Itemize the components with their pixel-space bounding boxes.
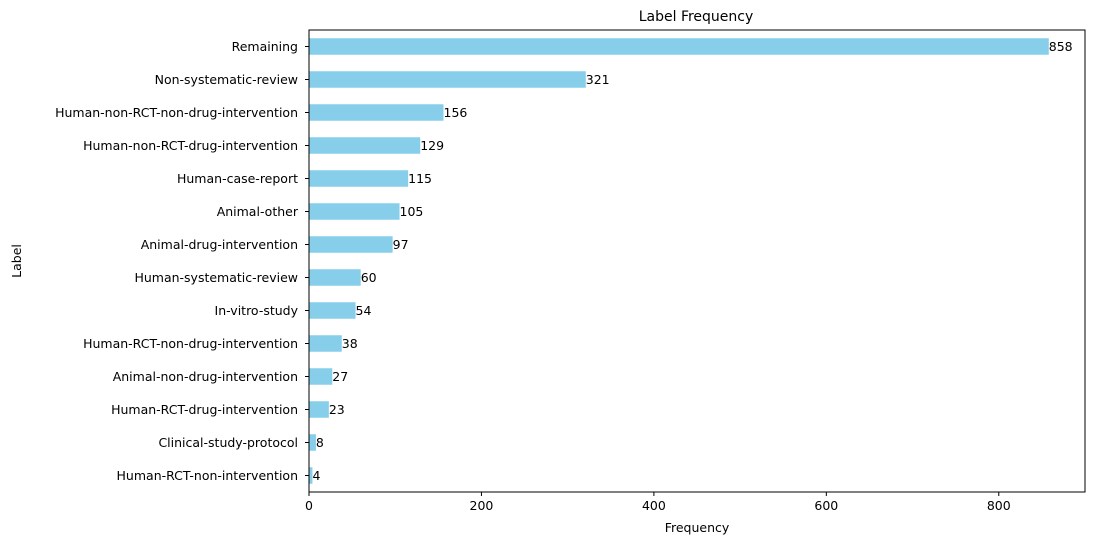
- x-axis-label: Frequency: [665, 520, 730, 535]
- y-tick-label-animal-other: Animal-other: [217, 204, 299, 219]
- data-label-remaining: 858: [1049, 39, 1073, 54]
- y-tick-label-in-vitro-study: In-vitro-study: [215, 303, 299, 318]
- bar-human-rct-non-drug-intervention: [309, 335, 342, 352]
- x-tick-label-200: 200: [470, 498, 494, 513]
- data-label-human-rct-non-drug-intervention: 38: [342, 336, 358, 351]
- bar-human-non-rct-non-drug-intervention: [309, 104, 444, 121]
- y-tick-label-human-systematic-review: Human-systematic-review: [134, 270, 298, 285]
- bar-non-systematic-review: [309, 71, 586, 88]
- x-tick-label-400: 400: [642, 498, 666, 513]
- data-label-clinical-study-protocol: 8: [316, 435, 324, 450]
- x-tick-label-600: 600: [814, 498, 838, 513]
- y-tick-label-remaining: Remaining: [232, 39, 298, 54]
- data-label-human-rct-drug-intervention: 23: [329, 402, 345, 417]
- y-tick-label-non-systematic-review: Non-systematic-review: [155, 72, 298, 87]
- y-tick-label-human-rct-drug-intervention: Human-RCT-drug-intervention: [111, 402, 298, 417]
- bar-human-case-report: [309, 170, 409, 187]
- bar-human-non-rct-drug-intervention: [309, 137, 421, 154]
- bar-in-vitro-study: [309, 302, 356, 319]
- data-label-human-non-rct-drug-intervention: 129: [420, 138, 444, 153]
- data-label-human-case-report: 115: [408, 171, 432, 186]
- data-label-animal-non-drug-intervention: 27: [332, 369, 348, 384]
- x-axis: 0 200 400 600 800: [305, 492, 1011, 513]
- data-label-human-rct-non-intervention: 4: [312, 468, 320, 483]
- bar-human-systematic-review: [309, 269, 361, 286]
- bar-animal-other: [309, 203, 400, 220]
- plot-frame: [308, 29, 1086, 493]
- bar-human-rct-non-intervention: [309, 467, 313, 484]
- bars-group: [309, 38, 1049, 484]
- y-tick-label-human-case-report: Human-case-report: [177, 171, 298, 186]
- y-axis-label: Label: [9, 244, 24, 278]
- y-tick-label-animal-drug-intervention: Animal-drug-intervention: [141, 237, 298, 252]
- y-tick-label-animal-non-drug-intervention: Animal-non-drug-intervention: [113, 369, 298, 384]
- y-tick-label-human-non-rct-drug-intervention: Human-non-RCT-drug-intervention: [83, 138, 298, 153]
- y-tick-label-human-non-rct-non-drug-intervention: Human-non-RCT-non-drug-intervention: [55, 105, 298, 120]
- chart-title: Label Frequency: [639, 9, 754, 25]
- bar-human-rct-drug-intervention: [309, 401, 329, 418]
- bar-clinical-study-protocol: [309, 434, 316, 451]
- y-tick-label-human-rct-non-intervention: Human-RCT-non-intervention: [117, 468, 298, 483]
- x-tick-label-800: 800: [987, 498, 1011, 513]
- y-tick-label-human-rct-non-drug-intervention: Human-RCT-non-drug-intervention: [83, 336, 298, 351]
- y-axis: Remaining Non-systematic-review Human-non-…: [55, 39, 309, 483]
- bar-remaining: [309, 38, 1049, 55]
- data-label-animal-other: 105: [400, 204, 424, 219]
- data-label-animal-drug-intervention: 97: [393, 237, 409, 252]
- x-tick-label-0: 0: [305, 498, 313, 513]
- y-tick-label-clinical-study-protocol: Clinical-study-protocol: [158, 435, 298, 450]
- data-label-non-systematic-review: 321: [586, 72, 610, 87]
- data-label-human-systematic-review: 60: [361, 270, 377, 285]
- data-label-human-non-rct-non-drug-intervention: 156: [444, 105, 468, 120]
- bar-animal-non-drug-intervention: [309, 368, 333, 385]
- data-label-in-vitro-study: 54: [356, 303, 372, 318]
- data-labels-group: 858 321 156 129 115 105 97 60 54 38 27 23 8 4: [312, 39, 1072, 483]
- bar-animal-drug-intervention: [309, 236, 393, 253]
